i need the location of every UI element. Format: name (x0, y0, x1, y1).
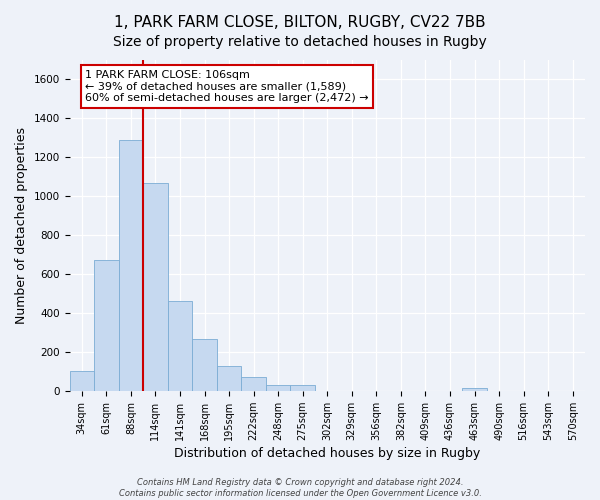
Bar (241, 377, 266, 391)
Bar (70, 372, 94, 391)
Bar (217, 366, 241, 391)
Bar (462, 388, 487, 391)
Text: Size of property relative to detached houses in Rugby: Size of property relative to detached ho… (113, 35, 487, 49)
Text: 1 PARK FARM CLOSE: 106sqm
← 39% of detached houses are smaller (1,589)
60% of se: 1 PARK FARM CLOSE: 106sqm ← 39% of detac… (85, 70, 368, 103)
Bar (192, 340, 217, 391)
Bar (168, 302, 192, 391)
Text: 1, PARK FARM CLOSE, BILTON, RUGBY, CV22 7BB: 1, PARK FARM CLOSE, BILTON, RUGBY, CV22 … (114, 15, 486, 30)
X-axis label: Distribution of detached houses by size in Rugby: Distribution of detached houses by size … (174, 447, 481, 460)
Bar (290, 385, 315, 391)
Bar (119, 140, 143, 391)
Text: Contains HM Land Registry data © Crown copyright and database right 2024.
Contai: Contains HM Land Registry data © Crown c… (119, 478, 481, 498)
Bar (143, 182, 168, 391)
Bar (94, 260, 119, 391)
Y-axis label: Number of detached properties: Number of detached properties (15, 127, 28, 324)
Bar (266, 385, 290, 391)
